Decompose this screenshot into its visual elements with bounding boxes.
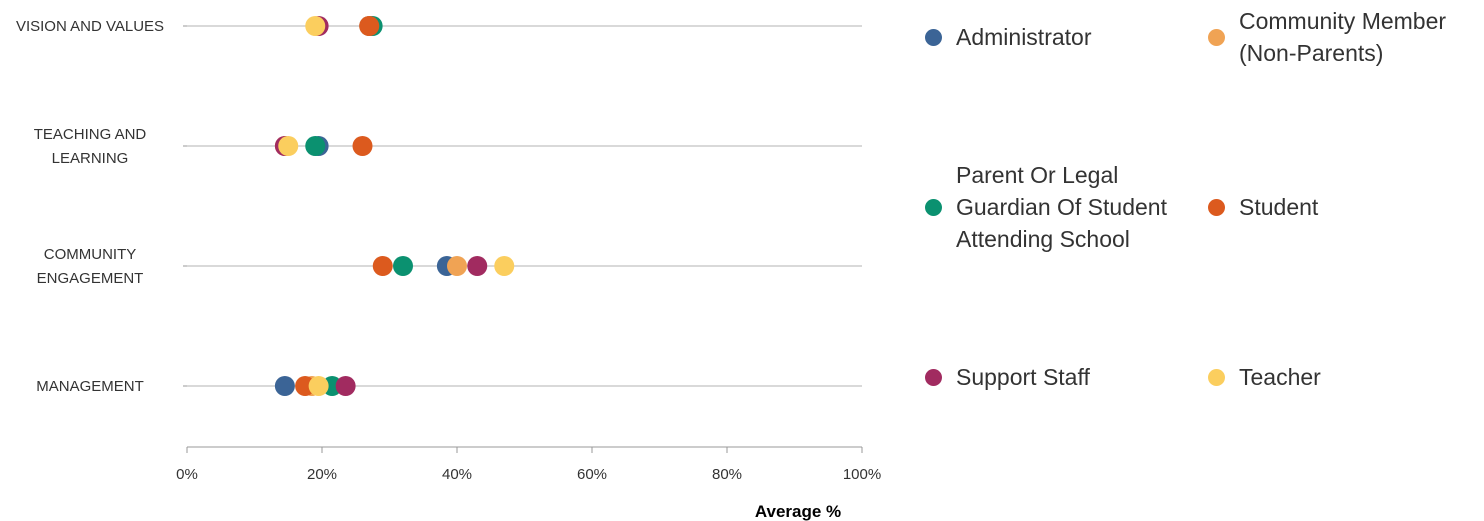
data-point[interactable] bbox=[494, 256, 515, 276]
category-label: TEACHING AND LEARNING bbox=[34, 126, 147, 167]
x-tick-label: 80% bbox=[712, 466, 742, 483]
category-label: COMMUNITY ENGAGEMENT bbox=[37, 246, 144, 287]
legend-swatch bbox=[925, 368, 942, 386]
legend-label: Administrator bbox=[956, 21, 1091, 53]
data-point[interactable] bbox=[335, 376, 356, 396]
legend-label: Teacher bbox=[1239, 361, 1321, 393]
legend-label: Parent Or Legal Guardian Of Student Attend… bbox=[956, 159, 1167, 255]
legend-swatch bbox=[1208, 28, 1225, 46]
legend-label: Support Staff bbox=[956, 361, 1090, 393]
data-point[interactable] bbox=[359, 16, 380, 36]
x-axis: 0% 20% 40% 60% 80% 100% bbox=[176, 446, 881, 483]
x-tick-label: 100% bbox=[843, 466, 881, 483]
legend-label-line: Student bbox=[1239, 194, 1319, 220]
legend-label-line: Attending School bbox=[956, 226, 1130, 252]
data-point[interactable] bbox=[393, 256, 413, 276]
x-tick-label: 0% bbox=[176, 466, 198, 483]
data-point[interactable] bbox=[305, 16, 326, 36]
legend-label: Community Member (Non-Parents) bbox=[1239, 5, 1446, 69]
data-point[interactable] bbox=[274, 376, 295, 396]
legend-item[interactable]: Administrator bbox=[925, 21, 1091, 53]
legend-item[interactable]: Parent Or Legal Guardian Of Student Attend… bbox=[925, 159, 1167, 255]
legend-label-line: Parent Or Legal bbox=[956, 162, 1119, 188]
data-point[interactable] bbox=[447, 256, 467, 276]
legend-item[interactable]: Community Member (Non-Parents) bbox=[1208, 5, 1446, 69]
legend-swatch bbox=[925, 198, 942, 216]
legend-item[interactable]: Student bbox=[1208, 191, 1318, 223]
legend-swatch bbox=[925, 28, 942, 46]
legend-swatch bbox=[1208, 198, 1225, 216]
category-gridlines bbox=[183, 25, 862, 387]
category-label: MANAGEMENT bbox=[36, 378, 144, 395]
legend-swatch bbox=[1208, 368, 1225, 386]
data-point[interactable] bbox=[278, 136, 299, 156]
dot-plot: VISION AND VALUES TEACHING AND LEARNING COM… bbox=[16, 16, 881, 521]
data-points bbox=[274, 16, 515, 396]
category-labels: VISION AND VALUES TEACHING AND LEARNING COM… bbox=[16, 18, 164, 395]
legend-label: Student bbox=[1239, 191, 1318, 223]
legend-label-line: (Non-Parents) bbox=[1239, 40, 1384, 66]
data-point[interactable] bbox=[467, 256, 488, 276]
legend-label-line: Community Member bbox=[1239, 8, 1447, 34]
legend-label-line: Guardian Of Student bbox=[956, 194, 1167, 220]
data-point[interactable] bbox=[372, 256, 393, 276]
data-point[interactable] bbox=[305, 136, 326, 156]
x-tick-label: 40% bbox=[442, 466, 472, 483]
legend-label-line: Support Staff bbox=[956, 364, 1090, 390]
x-tick-label: 60% bbox=[577, 466, 607, 483]
data-point[interactable] bbox=[308, 376, 329, 396]
legend: Administrator Community Member (Non-Parent… bbox=[925, 0, 1480, 410]
x-tick-label: 20% bbox=[307, 466, 337, 483]
legend-label-line: Teacher bbox=[1239, 364, 1321, 390]
legend-item[interactable]: Support Staff bbox=[925, 361, 1090, 393]
x-axis-title: Average % bbox=[755, 502, 841, 521]
category-label: VISION AND VALUES bbox=[16, 18, 164, 35]
legend-label-line: Administrator bbox=[956, 24, 1092, 50]
data-point[interactable] bbox=[352, 136, 373, 156]
legend-item[interactable]: Teacher bbox=[1208, 361, 1321, 393]
